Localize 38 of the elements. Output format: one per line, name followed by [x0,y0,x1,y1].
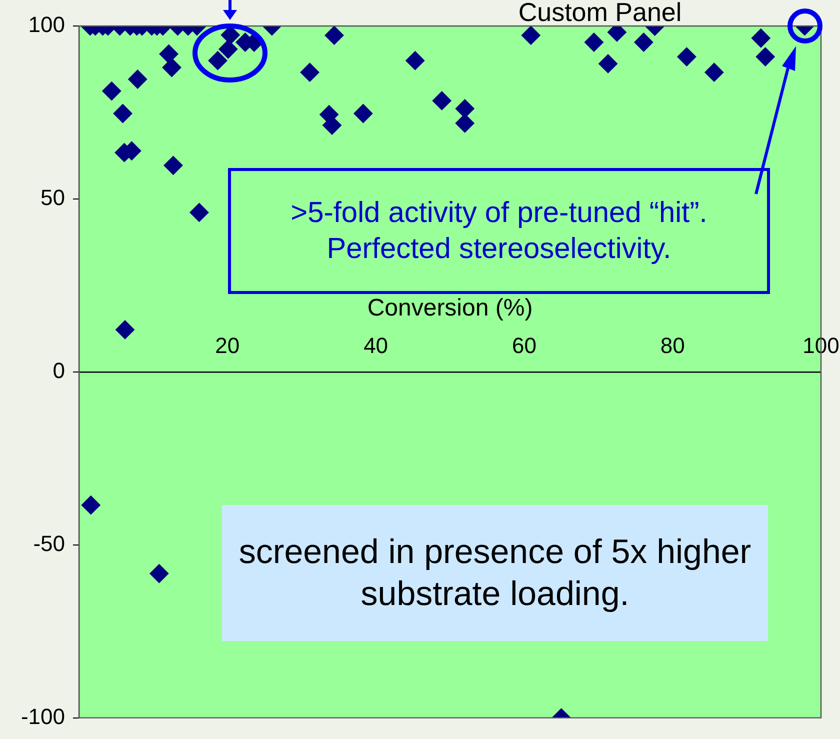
point [455,114,474,133]
x-tick-label: 80 [660,333,685,358]
point [521,26,540,45]
y-tick-label: -50 [33,530,65,556]
point [432,91,452,110]
point [159,44,178,64]
point [116,320,135,340]
point [150,564,169,584]
point [208,51,228,70]
x-tick-label: 40 [364,333,388,358]
x-tick-label: 60 [512,333,536,358]
point [354,104,373,124]
point [128,70,148,89]
point [634,32,654,52]
point [190,202,209,222]
point [756,47,775,66]
point [598,54,618,74]
point [751,28,770,48]
point [677,47,696,66]
point [162,58,182,78]
x-tick-label: 20 [215,333,240,358]
point [406,51,425,70]
annotation: screened in presence of 5x higher substrate loading. [222,505,768,641]
annotation: >5-fold activity of pre-tuned “hit”. Perfected stereoselectivity. [228,168,770,294]
point [300,62,320,82]
point [102,82,122,101]
chart-title: Custom Panel [517,0,683,26]
point [704,62,724,82]
point [324,26,344,45]
point [81,496,100,515]
point [164,156,183,175]
point [584,32,604,52]
y-tick-label: 100 [28,12,65,38]
y-tick-label: -100 [20,704,65,729]
y-tick-label: 0 [52,358,65,383]
y-tick-label: 50 [40,185,65,210]
x-axis-title: Conversion (%) [367,294,533,322]
point [113,104,132,124]
